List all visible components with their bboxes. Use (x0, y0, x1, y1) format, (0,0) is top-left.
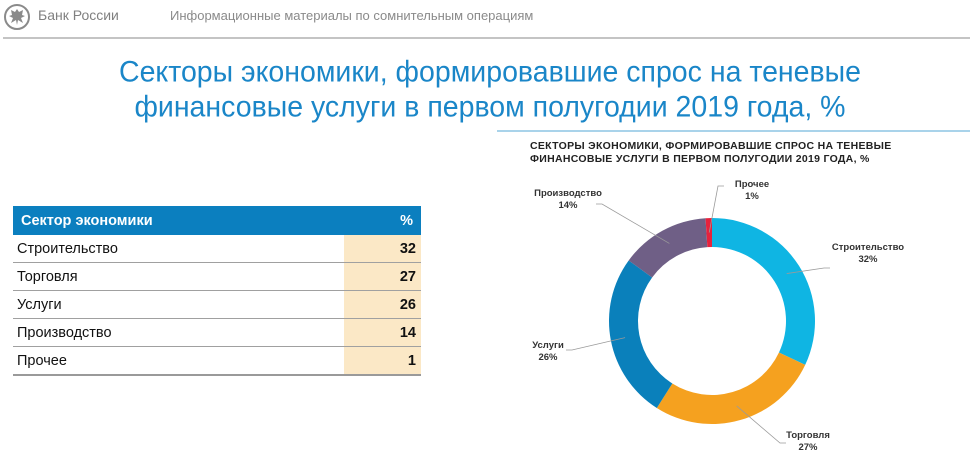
percent-cell: 27 (344, 262, 421, 291)
percent-cell: 32 (344, 235, 421, 263)
slice-value-label: 14% (558, 200, 578, 211)
leader-line (786, 267, 830, 274)
slice-value-label: 27% (798, 442, 818, 453)
header-divider (3, 37, 970, 39)
top-bar: Банк России Информационные материалы по … (0, 0, 974, 39)
slice-label: Торговля (786, 430, 830, 441)
slice-value-label: 32% (858, 254, 878, 265)
leader-line (708, 185, 724, 233)
chart-title-line-1: СЕКТОРЫ ЭКОНОМИКИ, ФОРМИРОВАВШИЕ СПРОС Н… (530, 140, 892, 152)
slice-label: Услуги (532, 340, 564, 351)
chart-divider (497, 130, 970, 132)
slice-label: Строительство (832, 242, 904, 253)
chart-title-line-2: ФИНАНСОВЫЕ УСЛУГИ В ПЕРВОМ ПОЛУГОДИИ 201… (530, 153, 870, 165)
table-row: Услуги 26 (13, 290, 421, 319)
slice-label: Прочее (735, 179, 769, 190)
leader-line (736, 405, 786, 444)
sector-cell: Прочее (13, 346, 344, 376)
sector-cell: Торговля (13, 262, 344, 291)
table-header-row: Сектор экономики % (13, 206, 421, 235)
page-title-line-1: Секторы экономики, формировавшие спрос н… (118, 55, 861, 89)
donut-slice-1 (712, 218, 815, 365)
page-title-line-2: финансовые услуги в первом полугодии 201… (134, 90, 846, 124)
donut-slice-2 (656, 352, 806, 424)
column-header-sector: Сектор экономики (13, 206, 344, 235)
table-row: Прочее 1 (13, 346, 421, 376)
chart-title: СЕКТОРЫ ЭКОНОМИКИ, ФОРМИРОВАВШИЕ СПРОС Н… (530, 140, 950, 166)
sector-cell: Строительство (13, 235, 344, 263)
brand-name: Банк России (38, 7, 119, 23)
slice-label: Производство (534, 188, 602, 199)
leader-line (566, 337, 626, 351)
donut-slice-4 (628, 218, 708, 278)
sector-cell: Услуги (13, 290, 344, 319)
table-row: Торговля 27 (13, 262, 421, 291)
percent-cell: 14 (344, 318, 421, 347)
bank-emblem-icon (4, 4, 30, 30)
percent-cell: 1 (344, 346, 421, 376)
table-row: Производство 14 (13, 318, 421, 347)
sectors-table: Сектор экономики % Строительство 32 Торго… (13, 206, 421, 376)
donut-slice-3 (609, 260, 673, 408)
page-title: Секторы экономики, формировавшие спрос н… (40, 55, 940, 124)
header-subtitle: Информационные материалы по сомнительным… (170, 8, 534, 23)
percent-cell: 26 (344, 290, 421, 319)
table-row: Строительство 32 (13, 235, 421, 263)
slice-value-label: 26% (538, 352, 558, 363)
sector-cell: Производство (13, 318, 344, 347)
slice-value-label: 1% (745, 191, 759, 202)
leader-line (596, 203, 670, 244)
column-header-percent: % (344, 206, 421, 235)
